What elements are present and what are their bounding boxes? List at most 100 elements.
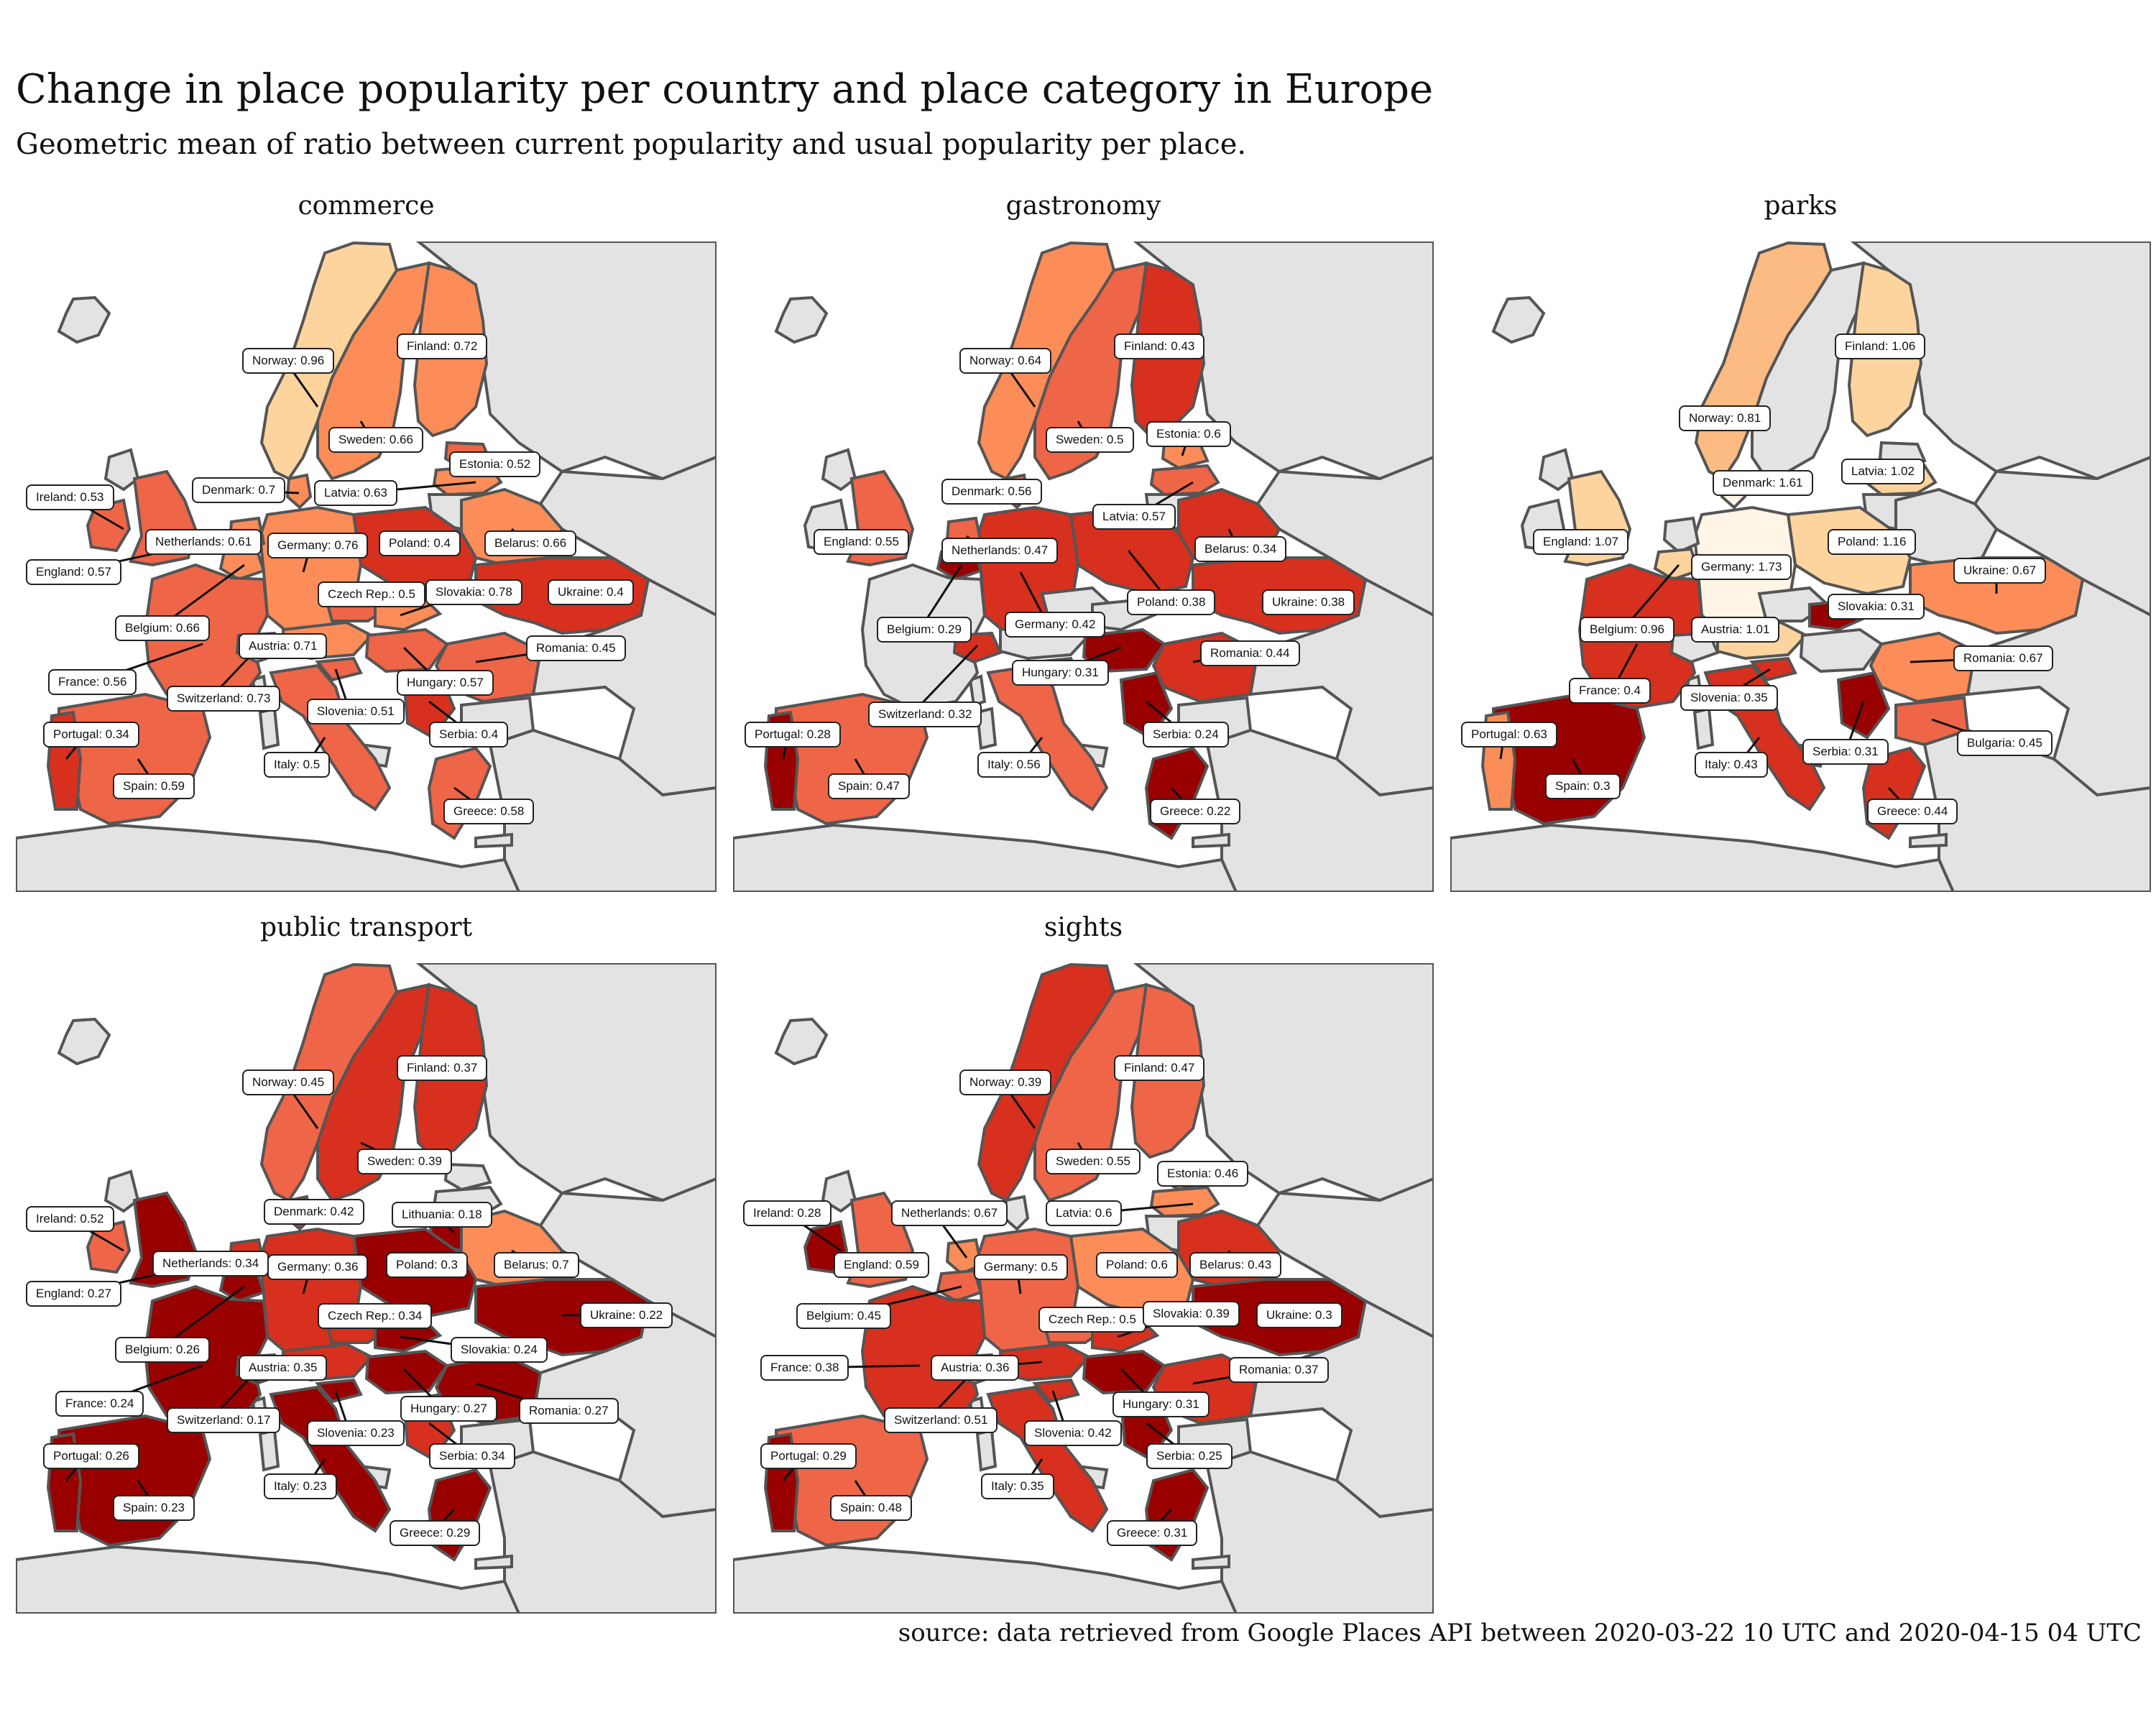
facet-panel-sights: sights Norway: 0.39 Finland: 0.47 Sweden: 0… (733, 913, 1434, 1614)
country-value-label: Finland: 0.43 (1114, 334, 1205, 359)
country-value-label: Portugal: 0.63 (1461, 722, 1557, 748)
country-value-label: Finland: 0.47 (1114, 1055, 1205, 1081)
country-value-label: Serbia: 0.4 (429, 722, 509, 748)
country-netherlands (1662, 516, 1700, 554)
land-other (16, 1545, 521, 1614)
country-italy (269, 1385, 392, 1533)
facet-panel-public-transport: public transport Norway: 0.45 Finland: 0.3… (16, 913, 717, 1614)
country-ireland (86, 498, 132, 553)
country-value-label: Portugal: 0.29 (760, 1443, 857, 1469)
country-value-label: Germany: 0.42 (1005, 612, 1106, 638)
country-value-label: Belgium: 0.26 (115, 1337, 210, 1363)
country-value-label: France: 0.56 (48, 669, 137, 695)
country-value-label: Slovakia: 0.39 (1143, 1301, 1240, 1327)
country-value-label: Denmark: 0.42 (264, 1199, 364, 1225)
country-value-label: Latvia: 0.57 (1092, 504, 1176, 530)
country-value-label: Norway: 0.64 (959, 348, 1052, 374)
country-value-label: Romania: 0.45 (526, 635, 626, 661)
land-other (258, 1428, 280, 1472)
country-value-label: Portugal: 0.26 (43, 1443, 139, 1469)
country-estonia (443, 1162, 492, 1192)
country-value-label: Latvia: 0.6 (1046, 1200, 1123, 1226)
country-value-label: Italy: 0.56 (977, 752, 1051, 778)
country-value-label: Serbia: 0.24 (1143, 722, 1229, 748)
country-value-label: Poland: 1.16 (1828, 529, 1917, 555)
country-value-label: Belgium: 0.45 (796, 1303, 891, 1329)
land-other (103, 1169, 140, 1213)
land-other (774, 295, 829, 344)
country-belgium (936, 1269, 983, 1303)
country-value-label: Belarus: 0.34 (1194, 536, 1287, 562)
country-value-label: Latvia: 0.63 (314, 480, 397, 506)
country-value-label: Estonia: 0.46 (1157, 1161, 1249, 1187)
country-value-label: Denmark: 0.56 (941, 479, 1042, 505)
facet-title: gastronomy (1005, 191, 1161, 221)
country-value-label: Lithuania: 0.18 (392, 1202, 492, 1228)
country-value-label: Slovakia: 0.24 (451, 1337, 548, 1363)
country-value-label: Belgium: 0.66 (115, 615, 210, 641)
country-value-label: Switzerland: 0.73 (167, 686, 281, 712)
country-value-label: Norway: 0.96 (242, 348, 335, 374)
country-value-label: Estonia: 0.6 (1146, 421, 1231, 447)
land-other (57, 1017, 111, 1066)
country-value-label: Germany: 1.73 (1691, 554, 1792, 580)
country-value-label: Denmark: 1.61 (1713, 470, 1813, 496)
country-value-label: England: 1.07 (1533, 529, 1628, 555)
country-value-label: Serbia: 0.34 (429, 1443, 515, 1469)
country-value-label: Ukraine: 0.38 (1262, 589, 1355, 615)
country-value-label: Poland: 0.3 (386, 1252, 469, 1278)
facet-title: parks (1764, 191, 1838, 221)
facet-panel-parks: parks Finland: 1.06 Norway: 0.81 Latvia: 1.… (1450, 191, 2151, 892)
country-value-label: Slovakia: 0.78 (425, 579, 522, 605)
country-value-label: Germany: 0.5 (974, 1254, 1068, 1280)
country-value-label: Estonia: 0.52 (449, 451, 541, 477)
country-value-label: Poland: 0.38 (1127, 589, 1216, 615)
country-value-label: Sweden: 0.66 (328, 427, 423, 453)
country-value-label: Germany: 0.36 (267, 1254, 369, 1280)
country-value-label: Switzerland: 0.51 (884, 1407, 998, 1433)
land-other (975, 1428, 998, 1472)
country-value-label: Poland: 0.6 (1096, 1252, 1179, 1278)
land-other (16, 823, 521, 892)
figure-subtitle: Geometric mean of ratio between current … (16, 128, 1247, 161)
country-value-label: England: 0.57 (26, 559, 121, 585)
choropleth-map: Finland: 1.06 Norway: 0.81 Latvia: 1.02 Den… (1450, 242, 2151, 892)
country-value-label: France: 0.24 (55, 1391, 144, 1417)
country-value-label: Italy: 0.43 (1695, 752, 1768, 778)
country-value-label: Greece: 0.29 (390, 1520, 481, 1546)
country-value-label: Greece: 0.22 (1150, 799, 1241, 824)
country-value-label: Spain: 0.48 (830, 1495, 913, 1521)
land-other (57, 295, 111, 344)
country-value-label: Norway: 0.45 (242, 1070, 335, 1095)
facet-title: public transport (259, 913, 473, 942)
country-value-label: Austria: 0.36 (931, 1355, 1020, 1381)
country-belgium (1653, 547, 1700, 581)
country-value-label: France: 0.4 (1569, 678, 1651, 704)
country-value-label: Serbia: 0.31 (1802, 739, 1889, 765)
country-slovenia (1032, 1378, 1080, 1404)
country-value-label: Spain: 0.59 (113, 773, 195, 799)
choropleth-map: Norway: 0.45 Finland: 0.37 Sweden: 0.39 Den… (16, 963, 717, 1614)
country-value-label: Switzerland: 0.32 (868, 702, 982, 727)
country-value-label: Netherlands: 0.34 (152, 1251, 270, 1276)
country-value-label: France: 0.38 (760, 1355, 849, 1381)
country-value-label: Hungary: 0.31 (1112, 1392, 1210, 1417)
country-ukraine (474, 1278, 650, 1357)
country-value-label: Italy: 0.5 (264, 752, 331, 778)
country-romania (1869, 631, 1977, 704)
country-value-label: Belgium: 0.96 (1580, 617, 1674, 643)
country-slovenia (315, 656, 363, 682)
choropleth-map: Norway: 0.64 Finland: 0.43 Sweden: 0.5 Esto… (733, 242, 1434, 892)
country-value-label: Netherlands: 0.47 (941, 538, 1059, 564)
country-value-label: Spain: 0.23 (113, 1495, 195, 1521)
country-value-label: Slovenia: 0.51 (307, 699, 405, 724)
country-value-label: England: 0.55 (814, 529, 909, 555)
country-value-label: Italy: 0.23 (264, 1473, 337, 1499)
country-value-label: Slovenia: 0.42 (1024, 1420, 1122, 1446)
country-netherlands (945, 1238, 983, 1276)
land-other (1450, 823, 1955, 892)
land-other (474, 1554, 513, 1570)
facet-title: commerce (298, 191, 435, 221)
facet-title: sights (1044, 913, 1123, 942)
land-other (1192, 832, 1230, 849)
